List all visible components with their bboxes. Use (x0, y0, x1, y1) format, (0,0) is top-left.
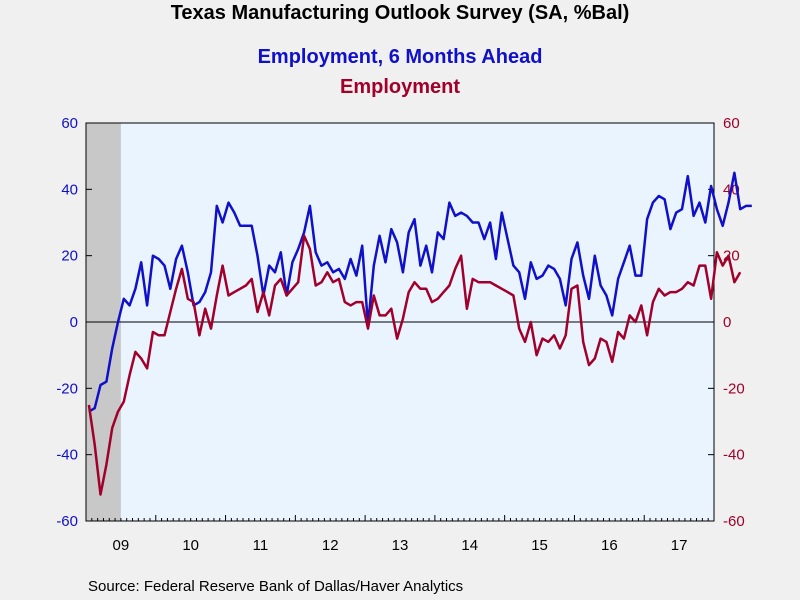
y-right-tick-label: -60 (723, 513, 745, 530)
x-tick-label: 09 (113, 537, 130, 554)
source-note: Source: Federal Reserve Bank of Dallas/H… (88, 578, 464, 595)
y-left-tick-label: 0 (70, 314, 78, 331)
series-employment-6m-ahead-line (88, 171, 752, 413)
y-left-tick-label: 40 (61, 181, 78, 198)
x-tick-label: 13 (392, 537, 409, 554)
y-right-tick-label: 0 (723, 314, 731, 331)
x-tick-label: 15 (531, 537, 548, 554)
x-tick-label: 17 (671, 537, 688, 554)
x-tick-label: 11 (253, 537, 269, 554)
x-tick-label: 14 (461, 537, 478, 554)
x-tick-label: 10 (182, 537, 199, 554)
y-right-tick-label: 60 (723, 115, 740, 132)
y-left-tick-label: -60 (56, 513, 78, 530)
x-tick-label: 12 (322, 537, 339, 554)
chart-title: Texas Manufacturing Outlook Survey (SA, … (170, 2, 630, 24)
y-left-tick-label: -20 (56, 380, 78, 397)
y-left-tick-label: 60 (61, 115, 78, 132)
series-employment-line (87, 234, 742, 496)
x-tick-label: 16 (601, 537, 618, 554)
y-left-tick-label: 20 (61, 248, 78, 265)
y-left-tick-label: -40 (56, 447, 78, 464)
series2-label: Employment (339, 76, 461, 98)
y-right-tick-label: -40 (723, 447, 745, 464)
series1-label: Employment, 6 Months Ahead (257, 46, 543, 68)
y-right-tick-label: -20 (723, 380, 745, 397)
